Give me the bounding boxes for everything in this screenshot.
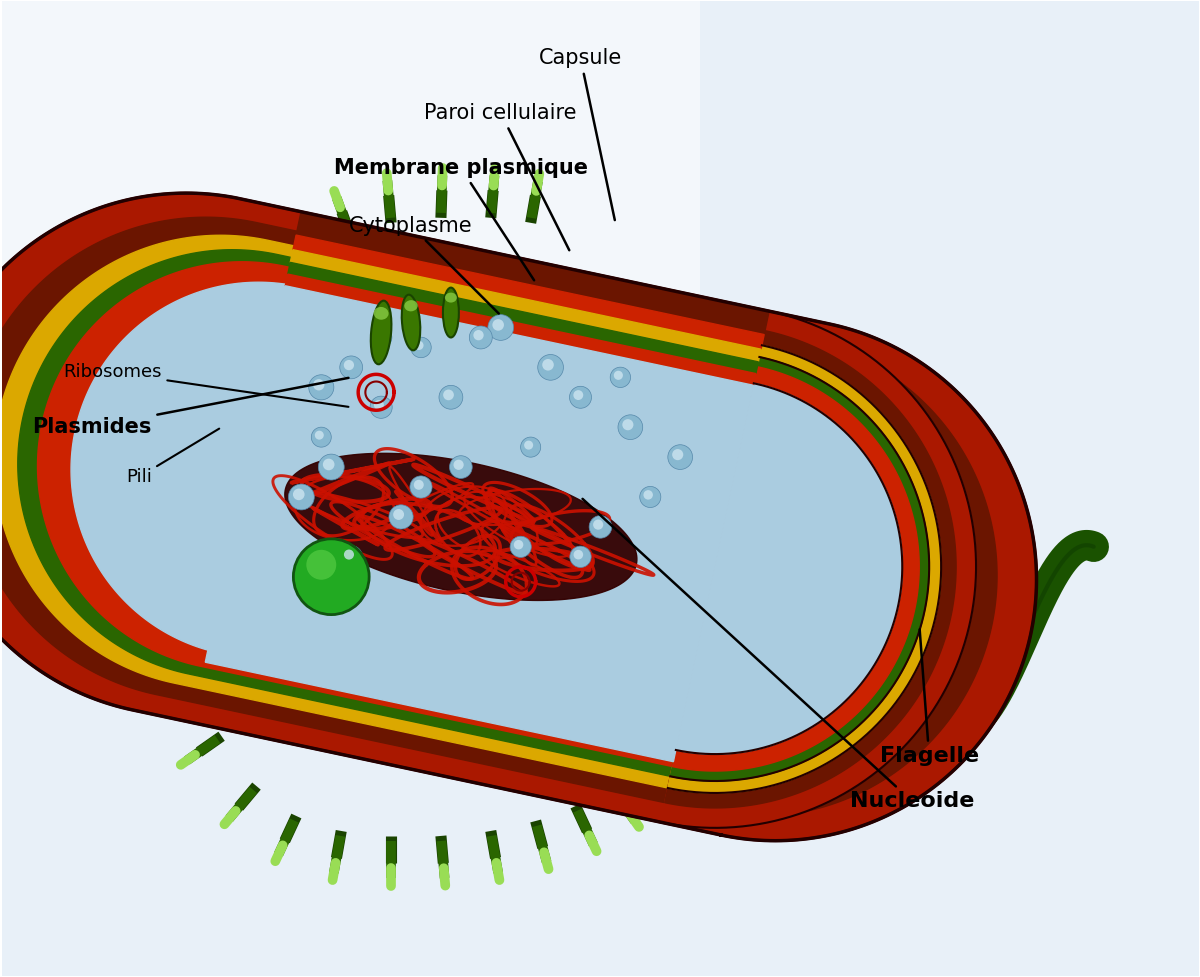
Text: Membrane plasmique: Membrane plasmique [334,158,588,280]
Circle shape [443,390,454,401]
Circle shape [323,458,335,470]
Circle shape [370,396,392,418]
Circle shape [288,484,314,510]
Circle shape [344,549,354,560]
Circle shape [450,455,473,479]
Polygon shape [286,275,756,385]
Ellipse shape [443,287,458,337]
Polygon shape [293,235,764,349]
Text: Ribosomes: Ribosomes [64,363,348,406]
FancyBboxPatch shape [2,0,700,477]
Polygon shape [296,212,769,334]
Polygon shape [37,262,924,772]
Polygon shape [667,345,941,793]
Text: Plasmides: Plasmides [32,378,348,437]
Text: Paroi cellulaire: Paroi cellulaire [425,104,577,250]
Circle shape [374,330,384,340]
Text: Flagelle: Flagelle [880,629,979,766]
Circle shape [492,319,504,330]
Circle shape [542,359,554,370]
Circle shape [414,341,424,350]
Polygon shape [18,250,944,785]
Circle shape [374,400,384,410]
Ellipse shape [371,301,391,364]
Polygon shape [290,250,761,361]
Circle shape [524,441,533,449]
Circle shape [389,505,413,529]
Circle shape [593,520,604,530]
Ellipse shape [373,307,389,319]
Circle shape [371,326,392,348]
Polygon shape [288,263,758,373]
Text: Nucleoide: Nucleoide [582,499,974,811]
Circle shape [611,367,630,388]
Circle shape [414,480,424,489]
Circle shape [293,488,305,500]
Ellipse shape [445,292,457,303]
Polygon shape [205,286,754,762]
Circle shape [454,460,463,470]
Circle shape [343,360,354,370]
Polygon shape [0,193,1037,841]
Circle shape [488,315,514,340]
Polygon shape [0,235,967,798]
Circle shape [668,445,692,470]
Circle shape [394,509,404,520]
Circle shape [640,487,661,507]
Polygon shape [672,366,919,771]
Circle shape [439,385,463,409]
Circle shape [318,454,344,480]
Polygon shape [0,217,997,817]
Circle shape [314,431,324,440]
Polygon shape [676,383,902,754]
Polygon shape [671,357,929,781]
Circle shape [313,379,324,391]
Polygon shape [665,330,956,808]
Text: Capsule: Capsule [539,48,622,220]
Circle shape [308,375,334,400]
Circle shape [514,540,523,549]
Circle shape [613,370,623,380]
Polygon shape [660,311,976,828]
Circle shape [410,337,431,358]
Polygon shape [71,282,890,751]
Circle shape [311,427,331,447]
Circle shape [293,539,370,615]
Circle shape [570,386,592,408]
Circle shape [538,355,564,380]
Ellipse shape [402,295,420,351]
Circle shape [618,415,643,440]
Circle shape [410,476,432,498]
Ellipse shape [404,300,418,312]
Circle shape [473,330,484,340]
Circle shape [521,437,541,457]
Circle shape [469,326,492,349]
Polygon shape [284,453,637,601]
Text: Pili: Pili [126,429,220,486]
Circle shape [574,550,583,560]
Circle shape [672,449,683,460]
Circle shape [340,545,362,568]
Text: Cytoplasme: Cytoplasme [349,216,499,314]
Circle shape [574,390,583,400]
Circle shape [589,516,612,538]
Circle shape [570,546,592,568]
Circle shape [510,536,532,558]
Circle shape [306,550,336,579]
Circle shape [623,419,634,430]
Circle shape [643,490,653,499]
Circle shape [340,356,362,379]
